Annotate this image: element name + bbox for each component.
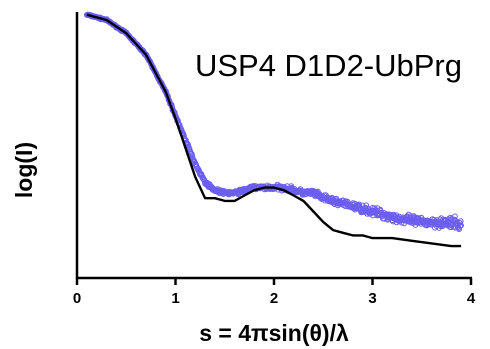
data-point [404,213,410,220]
x-tick-label: 0 [73,290,81,307]
ticks-layer: 0 1 2 3 4 [73,278,476,307]
y-axis-label: log(I) [11,142,37,198]
x-tick-label: 2 [270,290,278,307]
data-points-layer [83,11,465,233]
fit-line-layer [86,13,462,248]
x-axis-label: s = 4πsin(θ)/λ [199,320,349,346]
x-tick-label: 4 [467,290,476,307]
fit-line [86,13,462,248]
x-tick-label: 3 [368,290,376,307]
chart-title: USP4 D1D2-UbPrg [195,48,462,83]
x-tick-label: 1 [171,290,179,307]
data-point [458,222,465,229]
